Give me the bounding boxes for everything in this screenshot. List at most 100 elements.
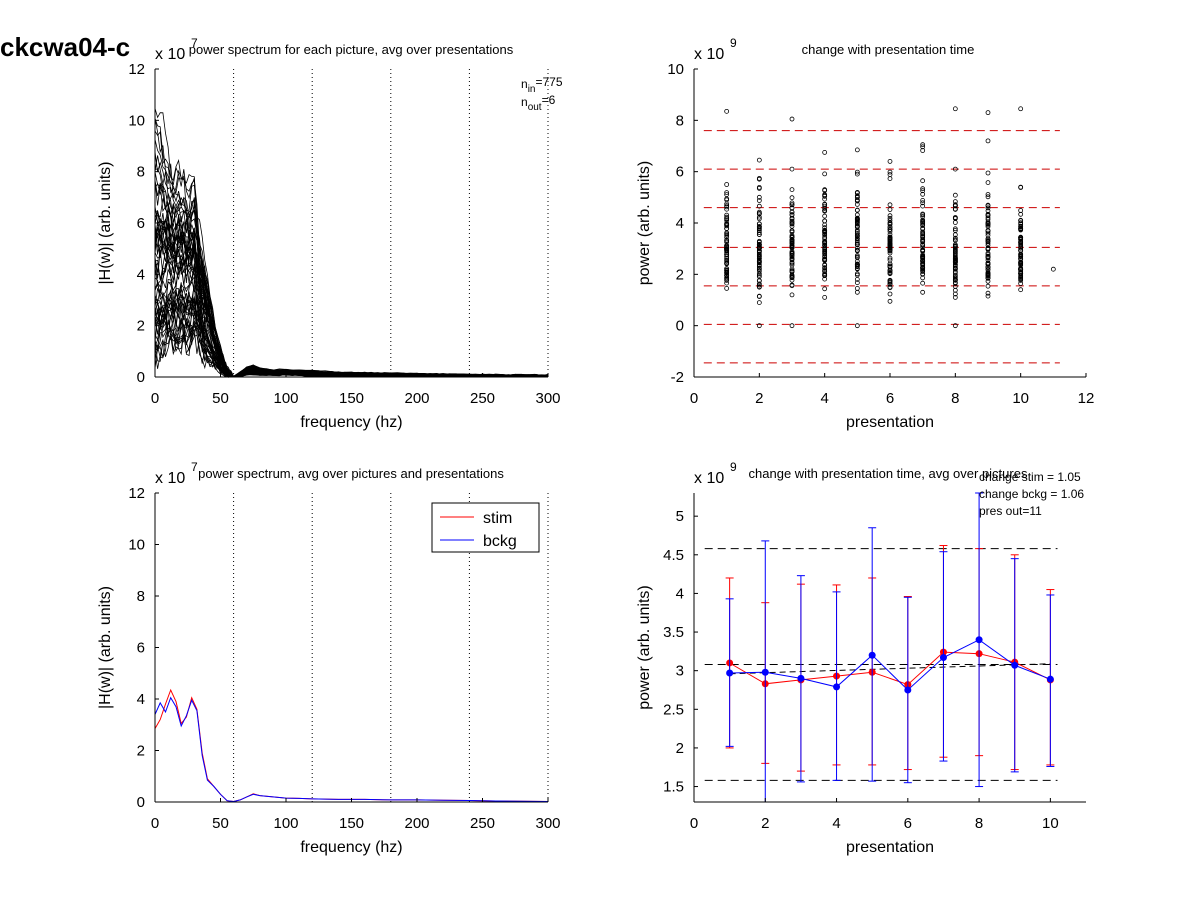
series-line [729, 639, 1051, 691]
scatter-point [789, 323, 795, 329]
x-tick-label: 300 [535, 815, 560, 832]
scatter-point [822, 247, 828, 253]
scatter-point [789, 187, 795, 193]
y-exponent-power: 7 [191, 36, 198, 50]
scatter-point [920, 247, 926, 253]
scatter-point [985, 283, 991, 289]
scatter-point [985, 110, 991, 116]
scatter-point [822, 207, 828, 213]
y-tick-label: 2 [676, 740, 684, 757]
scatter-point [985, 192, 991, 197]
scatter-point [789, 212, 795, 218]
y-tick-label: 4 [137, 266, 145, 283]
x-axis-label: frequency (hz) [300, 414, 402, 431]
scatter-point [952, 220, 958, 225]
scatter-point [756, 214, 762, 220]
scatter-point [789, 259, 795, 265]
plot-top-left: 0 50 100 150 200 250 300 0 2 4 6 8 10 12 power spectru… [97, 36, 563, 431]
annotation-n-in: nin=775 [521, 75, 563, 95]
y-tick-label: 4.5 [663, 547, 684, 564]
scatter-point [1018, 239, 1024, 245]
scatter-point [756, 226, 762, 232]
scatter-point [854, 193, 860, 199]
scatter-point [854, 285, 860, 291]
scatter-point [756, 198, 762, 203]
scatter-point [952, 192, 958, 198]
scatter-point [920, 188, 926, 194]
scatter-point [724, 108, 730, 114]
data-point [726, 669, 734, 677]
scatter-point [724, 214, 730, 220]
scatter-point [724, 226, 730, 232]
scatter-point [1018, 267, 1024, 273]
scatter-point [920, 289, 926, 295]
y-tick-label: 12 [128, 485, 145, 502]
scatter-point [789, 221, 795, 227]
spectrum-line [154, 226, 549, 378]
scatter-point [887, 207, 893, 212]
scatter-point [887, 248, 893, 254]
scatter-point [756, 176, 762, 182]
scatter-point [1018, 287, 1024, 293]
x-tick-label: 300 [535, 390, 560, 407]
y-tick-label: 2 [137, 743, 145, 760]
series-line-stim [154, 688, 549, 803]
scatter-point [822, 250, 828, 256]
scatter-point [854, 255, 860, 261]
scatter-point [724, 234, 730, 240]
scatter-point [952, 272, 958, 278]
scatter-point [854, 219, 860, 225]
y-axis-label: power (arb. units) [636, 585, 653, 710]
scatter-point [724, 256, 730, 262]
scatter-point [920, 258, 926, 264]
scatter-point [985, 275, 991, 281]
scatter-point [789, 240, 795, 246]
scatter-point [887, 227, 893, 232]
scatter-point [789, 195, 795, 201]
scatter-point [756, 216, 762, 222]
scatter-point [952, 244, 958, 250]
scatter-point [1018, 106, 1024, 112]
scatter-point [887, 269, 893, 275]
scatter-point [985, 138, 991, 144]
x-tick-label: 4 [820, 390, 828, 407]
y-exponent: x 10 [155, 470, 185, 487]
x-tick-label: 250 [470, 390, 495, 407]
scatter-point [985, 228, 991, 234]
scatter-point [920, 234, 926, 240]
y-exponent-power: 9 [730, 460, 737, 474]
scatter-point [724, 221, 730, 226]
annotation-value: =775 [535, 75, 562, 89]
scatter-point [789, 166, 795, 172]
x-tick-label: 0 [151, 815, 159, 832]
scatter-point [756, 323, 762, 329]
scatter-point [854, 231, 860, 237]
scatter-point [985, 170, 991, 176]
scatter-point [789, 205, 795, 211]
scatter-point [887, 158, 893, 164]
x-tick-label: 0 [690, 815, 698, 832]
x-axis-label: presentation [846, 414, 934, 431]
y-axis-label: |H(w)| (arb. units) [97, 586, 114, 709]
scatter-point [756, 244, 762, 250]
scatter-point [1018, 256, 1024, 262]
scatter-point [756, 263, 762, 269]
y-tick-label: 6 [137, 215, 145, 232]
scatter-point [985, 278, 991, 284]
scatter-point [952, 242, 958, 248]
scatter-point [822, 262, 828, 268]
scatter-point [724, 192, 730, 198]
scatter-point [756, 256, 762, 261]
scatter-point [1018, 244, 1024, 250]
data-point [868, 651, 876, 659]
data-point [1046, 675, 1054, 683]
scatter-point [789, 245, 795, 251]
annotation-base: n [521, 77, 528, 91]
y-exponent-power: 7 [191, 460, 198, 474]
scatter-point [1018, 281, 1024, 286]
scatter-point [724, 182, 730, 187]
x-tick-label: 8 [951, 390, 959, 407]
y-tick-label: 2.5 [663, 701, 684, 718]
y-tick-label: 2 [676, 266, 684, 283]
scatter-point [854, 207, 860, 213]
